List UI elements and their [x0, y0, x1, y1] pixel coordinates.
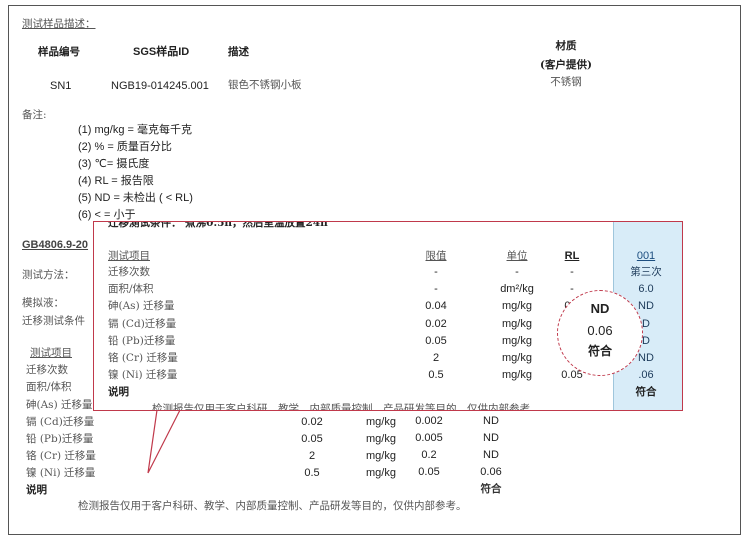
document-frame	[8, 5, 741, 535]
callout-cell-item: 铅 (Pb)迁移量	[108, 334, 176, 347]
bg-conclusion: 符合	[480, 483, 502, 495]
bg-rl: 0.002	[415, 415, 443, 427]
callout-cell-result: 6.0	[638, 283, 654, 296]
callout-cell-unit: mg/kg	[502, 334, 532, 347]
callout-cell-limit: 0.5	[428, 369, 444, 382]
callout-cell-limit: 0.02	[425, 317, 447, 330]
sample-material: 不锈钢	[550, 76, 582, 88]
callout-cell-unit: mg/kg	[502, 317, 532, 330]
conclusion: 符合	[635, 386, 657, 398]
bg-limit: 0.5	[304, 467, 320, 479]
callout-cell-result: ND	[638, 352, 654, 364]
callout-cell-limit: 0.04	[425, 300, 447, 313]
notes-label: 备注:	[22, 109, 47, 121]
note-item: (6) < = 小于	[78, 209, 136, 221]
sample-desc: 银色不锈钢小板	[228, 79, 302, 91]
bg-result: ND	[483, 432, 499, 444]
header-sample-no: 样品编号	[38, 46, 80, 58]
bg-table-header: 测试项目	[30, 347, 72, 359]
callout-cell-unit: dm²/kg	[500, 283, 534, 296]
standard-code: GB4806.9-20	[22, 239, 89, 251]
header-rl: RL	[564, 250, 580, 262]
bg-row-label: 说明	[26, 484, 47, 496]
bg-row-label: 面积/体积	[26, 381, 72, 393]
note-item: (3) ℃= 摄氏度	[78, 158, 150, 170]
callout-cell-item: 面积/体积	[108, 283, 154, 296]
callout-cell-item: 镍 (Ni) 迁移量	[108, 369, 178, 382]
bg-unit: mg/kg	[366, 433, 396, 445]
bg-row-label: 铬 (Cr) 迁移量	[26, 450, 96, 462]
bg-limit: 0.05	[301, 433, 323, 445]
callout-cell-item: 迁移次数	[108, 266, 150, 278]
header-sgs-id: SGS样品ID	[133, 46, 190, 58]
bg-row-label: 镍 (Ni) 迁移量	[26, 467, 96, 479]
callout-cell-item: 镉 (Cd)迁移量	[108, 317, 177, 330]
simulant-label: 模拟液：	[22, 297, 64, 309]
header-sample: 001	[636, 250, 656, 262]
bg-row-label: 砷(As) 迁移量	[26, 399, 93, 411]
callout-cell-item: 铬 (Cr) 迁移量	[108, 352, 178, 364]
callout-cell-result: D	[642, 334, 650, 347]
callout-cell-rl: 0.05	[561, 369, 583, 382]
bg-result: 0.06	[480, 466, 502, 478]
callout-cell-unit: mg/kg	[502, 352, 532, 364]
bg-limit: 0.02	[301, 416, 323, 428]
bg-rl: 0.05	[418, 466, 440, 478]
bg-rl: 0.005	[415, 432, 443, 444]
bg-footer: 检测报告仅用于客户科研、教学、内部质量控制、产品研发等目的，仅供内部参考。	[78, 500, 467, 512]
callout-cell-result: ND	[638, 300, 654, 313]
method-label: 测试方法：	[22, 269, 75, 281]
callout-cell-result: .06	[638, 369, 654, 382]
header-material: 材质	[555, 40, 577, 52]
sgs-id: NGB19-014245.001	[111, 80, 209, 92]
callout-cell-result: D	[642, 317, 650, 330]
bg-result: ND	[483, 449, 499, 461]
header-limit: 限值	[425, 250, 447, 262]
bg-row-label: 铅 (Pb)迁移量	[26, 433, 94, 445]
condition-label: 迁移测试条件	[22, 315, 85, 327]
note-label: 说明	[108, 386, 129, 398]
callout-cell-limit: -	[434, 266, 438, 278]
callout-cell-rl: -	[570, 283, 574, 296]
bg-unit: mg/kg	[366, 416, 396, 428]
callout-footer: 检测报告仅用于客户科研、教学、内部质量控制、产品研发等目的，仅供内部参考。	[152, 403, 541, 411]
sample-section-title: 测试样品描述：	[22, 18, 96, 30]
bg-unit: mg/kg	[366, 467, 396, 479]
callout-cell-rl: -	[570, 266, 574, 278]
header-item: 测试项目	[108, 250, 150, 262]
bg-rl: 0.2	[421, 449, 437, 461]
sample-no: SN1	[50, 80, 72, 92]
callout-cell-unit: mg/kg	[502, 300, 532, 313]
note-item: (1) mg/kg = 毫克每千克	[78, 124, 192, 136]
condition-text: 迁移测试条件： 煮沸0.5h，然后室温放置24h	[108, 221, 328, 229]
callout-cell-unit: mg/kg	[502, 369, 532, 382]
callout-cell-item: 砷(As) 迁移量	[108, 300, 175, 313]
note-item: (2) % = 质量百分比	[78, 141, 172, 153]
callout-cell-result: 第三次	[630, 266, 662, 278]
bg-limit: 2	[308, 450, 316, 462]
bg-row-label: 迁移次数	[26, 364, 68, 376]
header-unit: 单位	[506, 250, 528, 262]
note-item: (5) ND = 未检出 ( < RL)	[78, 192, 193, 204]
note-item: (4) RL = 报告限	[78, 175, 154, 187]
callout-cell-unit: -	[515, 266, 519, 278]
bubble-conclusion: 符合	[587, 344, 613, 358]
bg-unit: mg/kg	[366, 450, 396, 462]
callout-cell-limit: -	[434, 283, 438, 296]
header-material-note: (客户提供)	[540, 59, 592, 71]
bubble-result-nd: ND	[590, 301, 610, 316]
callout-cell-limit: 0.05	[425, 334, 447, 347]
magnifier-bubble: ND 0.06 符合	[557, 290, 643, 376]
bg-result: ND	[483, 415, 499, 427]
bubble-result-value: 0.06	[587, 323, 613, 338]
header-desc: 描述	[228, 46, 249, 58]
bg-row-label: 镉 (Cd)迁移量	[26, 416, 95, 428]
callout-cell-limit: 2	[432, 352, 440, 364]
